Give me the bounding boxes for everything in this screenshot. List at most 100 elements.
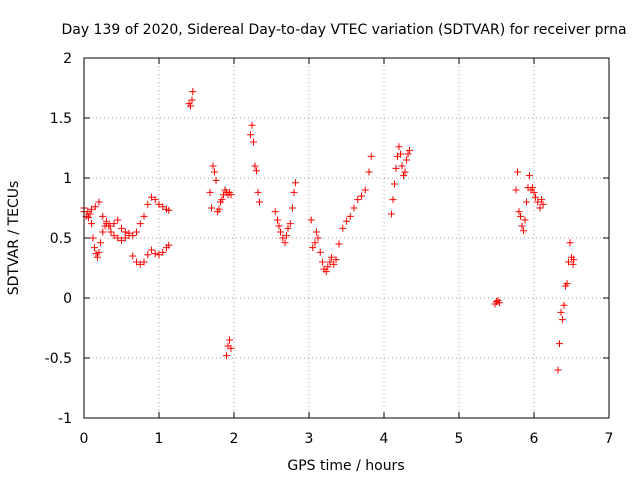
data-point [560,301,568,309]
data-point [89,234,97,242]
data-point [133,258,140,266]
data-point [309,244,317,252]
data-point [250,138,257,146]
data-point [88,205,95,213]
data-point [91,203,99,211]
data-point [209,162,217,170]
data-point [165,241,173,249]
data-point [136,220,144,228]
data-point [521,216,529,224]
data-point [118,224,125,232]
data-point [565,258,572,266]
data-point [559,316,566,324]
data-point [532,193,539,201]
data-point [554,366,562,374]
x-tick-label: 5 [455,431,464,447]
data-point [206,188,214,196]
data-point [322,268,330,276]
x-tick-label: 2 [230,431,239,447]
data-point [307,216,315,224]
series-arc-b [80,193,173,240]
series-arc-d [206,162,235,216]
data-point [92,250,100,258]
grid [84,58,609,418]
data-point [121,228,129,236]
series-arc-h [307,152,375,276]
y-tick-label: -1 [58,411,72,427]
data-point [496,299,503,307]
data-point [314,234,322,242]
data-point [354,196,362,204]
data-point [523,198,530,206]
data-point [389,196,397,204]
data-point [406,146,413,154]
data-point [88,220,95,228]
data-point [256,198,263,206]
data-point [311,239,319,247]
data-point [367,152,375,160]
data-point [570,256,578,264]
data-point [343,217,350,225]
data-point [140,212,148,220]
data-point [211,168,218,176]
data-point [94,253,101,261]
data-point [155,251,163,259]
x-tick-label: 3 [305,431,314,447]
data-point [517,212,524,220]
data-points [80,88,578,374]
data-point [165,206,173,214]
data-point [557,308,565,316]
data-point [110,232,118,240]
data-point [125,229,133,237]
data-point [556,340,563,348]
series-arc-j [491,296,503,308]
data-point [290,188,298,196]
data-point [151,196,159,204]
data-point [518,222,526,230]
data-point [275,222,283,230]
data-point [251,162,259,170]
data-point [292,179,299,187]
data-point [95,198,103,206]
data-point [403,156,410,164]
data-point [159,248,167,256]
data-point [335,240,343,248]
data-point [277,228,284,236]
x-tick-label: 0 [80,431,89,447]
data-point [148,193,155,201]
data-point [95,248,103,256]
data-point [227,344,235,352]
data-point [401,168,409,176]
data-point [274,216,281,224]
series-arc-g [271,179,299,247]
data-point [319,258,326,266]
chart-title: Day 139 of 2020, Sidereal Day-to-day VTE… [61,22,626,38]
data-point [538,196,545,204]
data-point [515,208,523,216]
data-point [339,224,347,232]
data-point [563,280,571,288]
data-point [358,192,365,200]
data-point [284,224,292,232]
series-arc-l [554,239,578,374]
data-point [187,102,194,110]
data-point [526,172,533,180]
data-point [514,168,521,176]
data-point [208,204,215,212]
data-point [566,239,574,247]
series-arc-f [247,121,263,206]
series-arc-c [185,88,197,110]
data-point [140,258,148,266]
series-arc-e [223,336,235,360]
data-point [129,232,137,240]
data-point [332,256,340,264]
x-tick-label: 7 [605,431,614,447]
data-point [148,246,155,254]
data-point [114,234,122,242]
data-point [215,205,223,213]
data-point [398,162,406,170]
data-point [254,188,262,196]
data-point [189,88,197,96]
data-point [324,263,332,271]
